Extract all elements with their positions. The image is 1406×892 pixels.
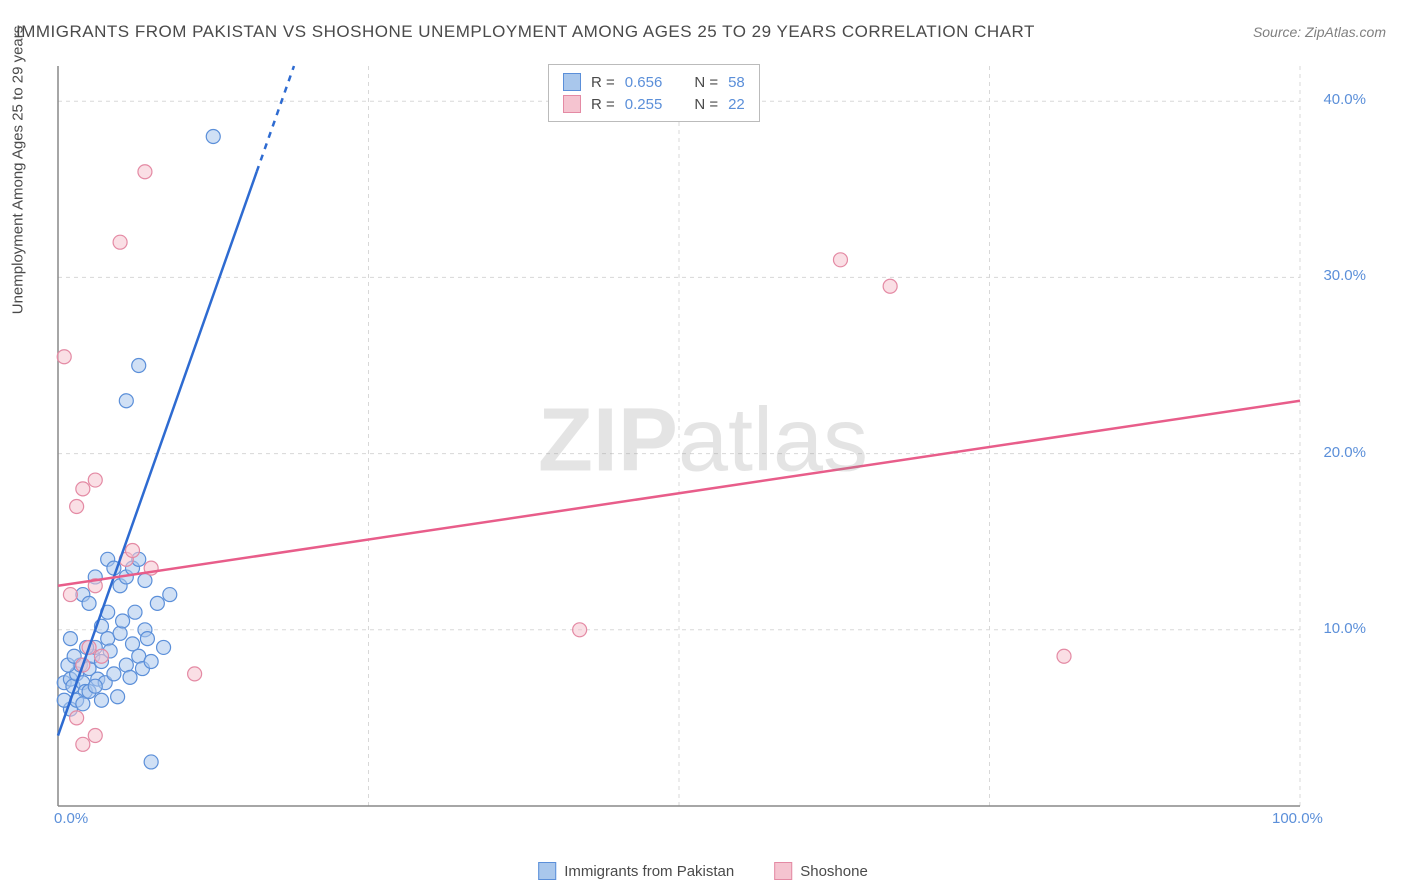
scatter-chart-svg xyxy=(50,60,1360,830)
legend-swatch-0 xyxy=(538,862,556,880)
legend-label-0: Immigrants from Pakistan xyxy=(564,863,734,880)
chart-title: IMMIGRANTS FROM PAKISTAN VS SHOSHONE UNE… xyxy=(16,22,1035,42)
y-tick-40: 40.0% xyxy=(1306,91,1366,108)
n-value-0: 58 xyxy=(728,74,745,91)
stats-swatch-0 xyxy=(563,73,581,91)
r-value-0: 0.656 xyxy=(625,74,663,91)
stats-swatch-1 xyxy=(563,95,581,113)
r-label-0: R = xyxy=(591,74,615,91)
stats-legend-box: R = 0.656 N = 58 R = 0.255 N = 22 xyxy=(548,64,760,122)
legend-item-1: Shoshone xyxy=(774,862,868,880)
source-credit: Source: ZipAtlas.com xyxy=(1253,24,1386,40)
stats-row-1: R = 0.255 N = 22 xyxy=(563,93,745,115)
x-tick-0: 0.0% xyxy=(54,810,88,827)
y-axis-label: Unemployment Among Ages 25 to 29 years xyxy=(10,26,27,315)
plot-area: 10.0%20.0%30.0%40.0%0.0%100.0% xyxy=(50,60,1360,830)
n-label-0: N = xyxy=(694,74,718,91)
legend-swatch-1 xyxy=(774,862,792,880)
bottom-legend: Immigrants from Pakistan Shoshone xyxy=(538,862,868,880)
y-tick-20: 20.0% xyxy=(1306,444,1366,461)
legend-label-1: Shoshone xyxy=(800,863,868,880)
r-value-1: 0.255 xyxy=(625,96,663,113)
n-value-1: 22 xyxy=(728,96,745,113)
x-tick-100: 100.0% xyxy=(1272,810,1323,827)
n-label-1: N = xyxy=(694,96,718,113)
y-tick-10: 10.0% xyxy=(1306,620,1366,637)
stats-row-0: R = 0.656 N = 58 xyxy=(563,71,745,93)
y-tick-30: 30.0% xyxy=(1306,267,1366,284)
legend-item-0: Immigrants from Pakistan xyxy=(538,862,734,880)
r-label-1: R = xyxy=(591,96,615,113)
